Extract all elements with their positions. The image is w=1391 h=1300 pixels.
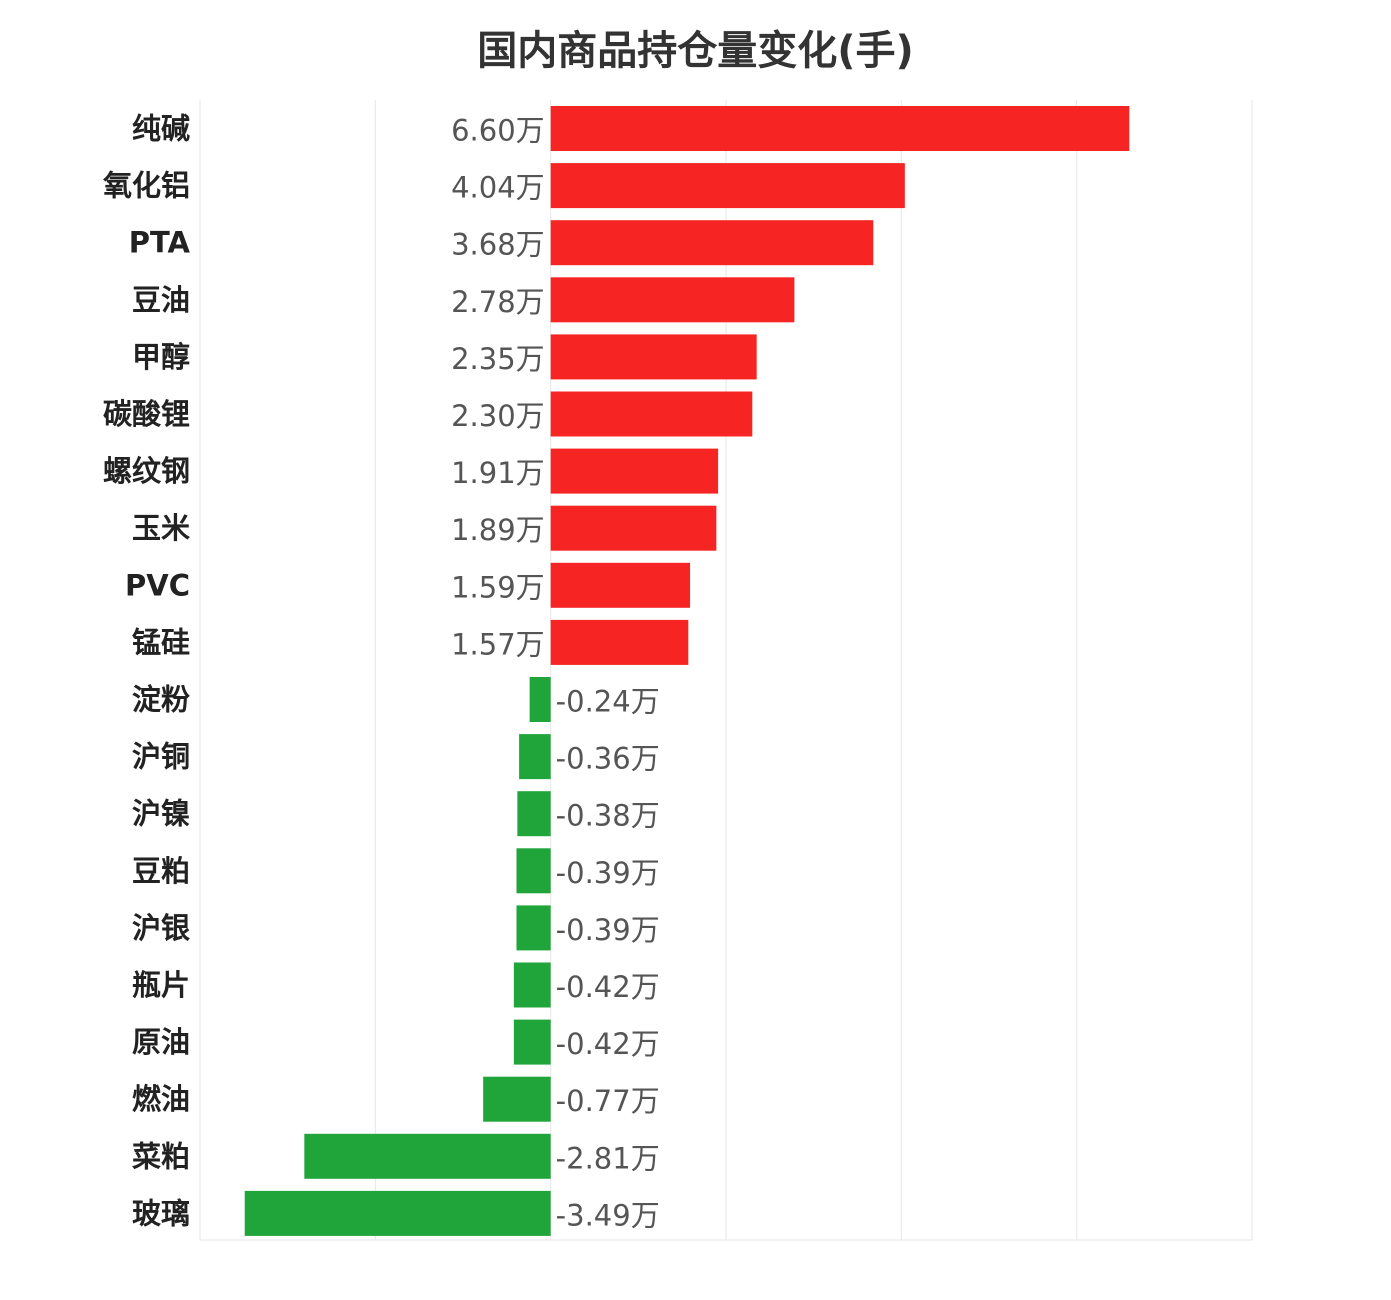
value-label: -0.39万 [556, 856, 660, 890]
bar [550, 619, 689, 665]
bar [550, 391, 753, 437]
value-label: -0.24万 [556, 685, 660, 719]
bar [550, 505, 717, 551]
value-label: -3.49万 [556, 1198, 660, 1232]
category-label: 淀粉 [132, 683, 190, 717]
bar [483, 1076, 551, 1122]
category-label: 原油 [132, 1025, 190, 1059]
value-label: 1.91万 [451, 456, 545, 490]
value-label: 2.78万 [451, 285, 545, 319]
category-label: 玉米 [132, 511, 190, 545]
category-label: PVC [125, 568, 190, 602]
category-label: 玻璃 [132, 1196, 190, 1230]
category-label: 沪镍 [132, 797, 190, 831]
category-label: 燃油 [132, 1082, 190, 1116]
value-label: 2.35万 [451, 342, 545, 376]
category-label: 豆粕 [132, 854, 190, 888]
value-label: 4.04万 [451, 171, 545, 205]
value-label: -0.42万 [556, 1027, 660, 1061]
bar [550, 277, 795, 323]
value-label: 1.59万 [451, 570, 545, 604]
bar [517, 791, 551, 837]
bar [304, 1133, 551, 1179]
bar [519, 734, 551, 780]
value-label: -0.77万 [556, 1084, 660, 1118]
value-label: 2.30万 [451, 399, 545, 433]
bar [550, 334, 757, 380]
bar [244, 1190, 551, 1236]
value-label: 6.60万 [451, 114, 545, 148]
category-label: 纯碱 [132, 112, 190, 146]
category-label: 氧化铝 [102, 169, 190, 203]
bar [516, 848, 551, 894]
bar [550, 448, 719, 494]
value-label: -0.42万 [556, 970, 660, 1004]
category-label: 螺纹钢 [103, 454, 190, 488]
category-label: 甲醇 [132, 340, 190, 374]
value-label: -2.81万 [556, 1141, 660, 1175]
category-label: 锰硅 [132, 625, 190, 659]
value-label: 1.89万 [451, 513, 545, 547]
category-label: 沪铜 [132, 740, 190, 774]
bar [516, 905, 551, 951]
bar [550, 220, 874, 266]
value-label: 3.68万 [451, 228, 545, 262]
category-label: 菜粕 [132, 1139, 190, 1173]
value-label: -0.39万 [556, 913, 660, 947]
bar [550, 163, 905, 209]
bar [529, 677, 551, 722]
value-labels: 6.60万 4.04万 3.68万 2.78万 2.35万 2.30万 1.91万 1.89万… [451, 114, 660, 1233]
bar [513, 1019, 551, 1065]
bars [244, 106, 1130, 1236]
category-label: 沪银 [132, 911, 190, 945]
value-label: -0.38万 [556, 799, 660, 833]
category-label: PTA [129, 226, 191, 260]
category-label: 豆油 [132, 283, 190, 317]
category-label: 碳酸锂 [103, 397, 190, 431]
bar [513, 962, 551, 1008]
bar [550, 106, 1130, 151]
bar [550, 562, 691, 608]
category-label: 瓶片 [132, 968, 190, 1002]
chart-title: 国内商品持仓量变化(手) [477, 28, 914, 74]
grid-lines [199, 100, 1253, 1241]
value-label: 1.57万 [451, 627, 545, 661]
value-label: -0.36万 [556, 742, 660, 776]
